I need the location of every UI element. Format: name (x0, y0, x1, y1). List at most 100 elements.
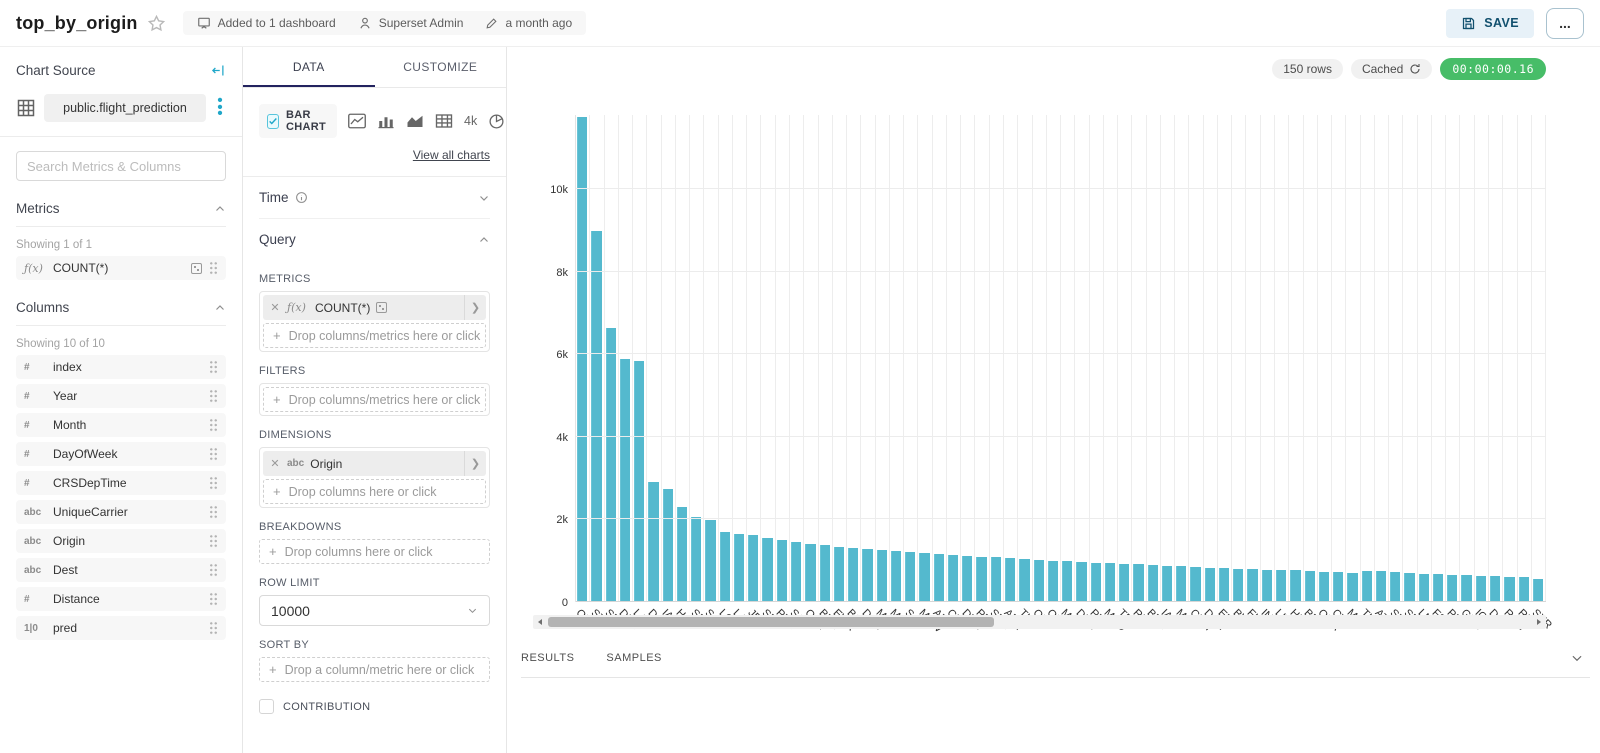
bar-MIA[interactable] (1176, 566, 1187, 602)
bar-MDW[interactable] (919, 553, 930, 602)
search-input[interactable] (16, 151, 226, 181)
query-section-header[interactable]: Query (259, 219, 490, 260)
bar-DAY[interactable] (1490, 576, 1501, 602)
bar-HNL[interactable] (1290, 570, 1301, 602)
bar-SAN[interactable] (705, 520, 716, 602)
dataset-menu-icon[interactable]: • • • (217, 91, 223, 123)
bar-MSY[interactable] (890, 551, 902, 602)
drag-handle-icon[interactable] (209, 621, 218, 635)
bar-CVG[interactable] (1333, 572, 1344, 602)
bar-LAX[interactable] (634, 360, 645, 602)
bar-LIT[interactable] (1276, 570, 1287, 602)
chevron-down-icon[interactable] (1570, 651, 1584, 665)
viz-type-selected[interactable]: BAR CHART (259, 104, 337, 138)
metrics-section-header[interactable]: Metrics (16, 201, 226, 227)
bar-MSP[interactable] (1062, 561, 1073, 602)
column-item[interactable]: # index (16, 355, 226, 379)
bar-PDX[interactable] (976, 556, 987, 602)
scroll-left-icon[interactable] (533, 615, 547, 629)
bar-AUS[interactable] (933, 554, 944, 602)
bar-ICT[interactable] (1475, 575, 1486, 602)
drag-handle-icon[interactable] (209, 447, 218, 461)
bar-GEG[interactable] (1461, 575, 1472, 602)
bar-OAK[interactable] (805, 543, 816, 602)
metric-pill[interactable]: ✕ ƒ(x) COUNT(*) ❯ (263, 295, 486, 320)
bar-DTW[interactable] (962, 555, 973, 602)
remove-icon[interactable]: ✕ (270, 458, 280, 470)
bar-LNK[interactable] (1418, 573, 1429, 602)
collapse-panel-icon[interactable] (211, 63, 226, 78)
bar-SAT[interactable] (905, 552, 916, 602)
drag-handle-icon[interactable] (209, 563, 218, 577)
bar-TUL[interactable] (1019, 559, 1030, 602)
remove-icon[interactable]: ✕ (270, 302, 280, 314)
bar-BOS[interactable] (848, 547, 859, 602)
bar-SNA[interactable] (990, 557, 1001, 602)
bar-JFK[interactable] (748, 535, 759, 602)
expand-caret-icon[interactable]: ❯ (464, 451, 486, 476)
drag-handle-icon[interactable] (209, 418, 218, 432)
drag-handle-icon[interactable] (209, 360, 218, 374)
drag-handle-icon[interactable] (209, 592, 218, 606)
bar-SMF[interactable] (762, 537, 773, 602)
bar-BNA[interactable] (1147, 565, 1158, 602)
column-chart-icon[interactable] (377, 113, 395, 129)
column-item[interactable]: # DayOfWeek (16, 442, 226, 466)
bar-TUS[interactable] (1361, 570, 1372, 602)
bar-SFO[interactable] (605, 327, 616, 602)
bar-DCA[interactable] (862, 549, 873, 602)
bar-BDL[interactable] (1304, 571, 1315, 602)
bar-MCO[interactable] (1104, 563, 1116, 602)
area-chart-icon[interactable] (406, 113, 424, 129)
tab-samples[interactable]: SAMPLES (606, 652, 662, 664)
bar-BWI[interactable] (1233, 568, 1244, 602)
cached-badge[interactable]: Cached (1350, 59, 1433, 79)
bar-IND[interactable] (1261, 569, 1273, 602)
column-item[interactable]: # Year (16, 384, 226, 408)
column-item[interactable]: abc Dest (16, 558, 226, 582)
bar-HOU[interactable] (676, 507, 688, 602)
drag-handle-icon[interactable] (209, 476, 218, 490)
bar-ORD[interactable] (577, 116, 588, 602)
bar-LGA[interactable] (719, 531, 730, 602)
table-icon[interactable] (435, 113, 453, 129)
bar-SEA[interactable] (691, 517, 702, 602)
bar-ELP[interactable] (1218, 568, 1230, 602)
bar-ATL[interactable] (1375, 571, 1387, 602)
bar-FSD[interactable] (1432, 574, 1444, 602)
filters-drop-zone[interactable]: + Drop columns/metrics here or click (263, 387, 486, 412)
metrics-drop-zone[interactable]: + Drop columns/metrics here or click (263, 323, 486, 348)
bar-CLE[interactable] (947, 554, 959, 602)
tab-results[interactable]: RESULTS (521, 652, 575, 664)
line-chart-icon[interactable] (348, 113, 366, 129)
bar-MLI[interactable] (1347, 572, 1358, 602)
favorite-star-icon[interactable] (147, 14, 165, 32)
more-options-button[interactable]: ... (1546, 7, 1584, 39)
dashboard-count[interactable]: Added to 1 dashboard (197, 16, 336, 30)
drag-handle-icon[interactable] (209, 534, 218, 548)
tab-customize[interactable]: CUSTOMIZE (403, 60, 478, 74)
bar-MCI[interactable] (876, 550, 887, 602)
last-modified[interactable]: a month ago (485, 16, 572, 30)
column-item[interactable]: abc Origin (16, 529, 226, 553)
scrollbar-thumb[interactable] (548, 617, 994, 627)
bar-DSM[interactable] (1204, 567, 1215, 602)
bar-FLL[interactable] (1247, 569, 1258, 602)
bar-BUR[interactable] (819, 545, 830, 602)
column-item[interactable]: # Distance (16, 587, 226, 611)
chart-owner[interactable]: Superset Admin (358, 16, 463, 30)
bar-DAL[interactable] (648, 482, 659, 602)
bar-DFW[interactable] (1076, 561, 1087, 602)
view-all-charts-link[interactable]: View all charts (412, 148, 490, 162)
bar-IAD[interactable] (662, 488, 673, 602)
save-button[interactable]: SAVE (1446, 8, 1534, 38)
checkbox-empty-icon[interactable] (259, 699, 274, 714)
bar-STL[interactable] (591, 230, 602, 602)
drag-handle-icon[interactable] (209, 389, 218, 403)
bar-DEN[interactable] (619, 358, 631, 602)
dimension-pill[interactable]: ✕ abc Origin ❯ (263, 451, 486, 476)
bar-SJC[interactable] (790, 542, 802, 602)
bar-RSW[interactable] (1504, 576, 1515, 602)
bar-RNO[interactable] (1133, 564, 1144, 602)
scroll-right-icon[interactable] (1532, 615, 1546, 629)
